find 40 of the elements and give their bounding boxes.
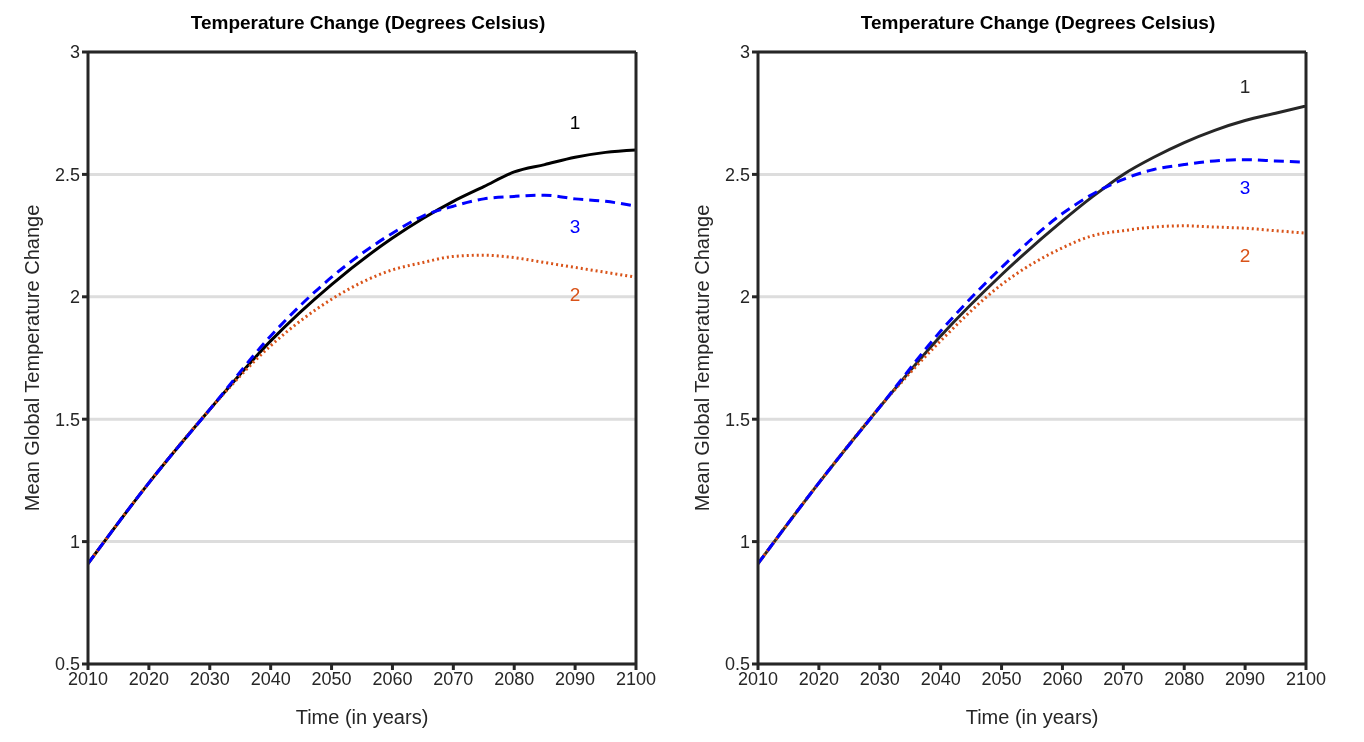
series-label: 3: [1239, 176, 1251, 198]
x-tick-label: 2070: [1103, 668, 1144, 689]
x-axis-title: Time (in years): [295, 706, 429, 728]
x-tick-label: 2090: [1225, 668, 1266, 689]
series-label: 3: [569, 215, 581, 237]
x-tick-label: 2070: [433, 668, 474, 689]
x-tick-label: 2060: [372, 668, 413, 689]
y-tick-label: 3: [69, 42, 80, 63]
x-tick-label: 2080: [494, 668, 535, 689]
y-tick-label: 1: [739, 531, 750, 552]
x-tick-label: 2050: [981, 668, 1022, 689]
y-tick-label: 1: [69, 531, 80, 552]
y-axis-title: Mean Global Temperature Change: [691, 204, 714, 512]
x-tick-label: 2040: [250, 668, 291, 689]
y-tick-label: 2: [739, 287, 750, 308]
series-label: 2: [1239, 245, 1251, 267]
x-tick-label: 2020: [128, 668, 169, 689]
y-tick-label: 1.5: [724, 409, 750, 430]
series-label: 1: [569, 112, 581, 134]
x-tick-label: 2090: [555, 668, 596, 689]
x-tick-label: 2030: [189, 668, 230, 689]
x-tick-label: 2050: [311, 668, 352, 689]
x-tick-label: 2100: [1285, 668, 1327, 689]
series-label: 1: [1239, 75, 1251, 97]
y-tick-label: 2.5: [724, 164, 750, 185]
x-tick-label: 2020: [798, 668, 839, 689]
y-tick-label: 2: [69, 287, 80, 308]
y-tick-label: 2.5: [54, 164, 80, 185]
x-tick-label: 2040: [920, 668, 961, 689]
y-tick-label: 1.5: [54, 409, 80, 430]
chart-title: Temperature Change (Degrees Celsius): [859, 11, 1217, 35]
y-tick-label: 3: [739, 42, 750, 63]
x-axis-title: Time (in years): [965, 706, 1099, 728]
x-tick-label: 2080: [1164, 668, 1205, 689]
x-tick-label: 2060: [1042, 668, 1083, 689]
series-label: 2: [569, 284, 581, 306]
x-tick-label: 2100: [615, 668, 657, 689]
x-tick-label: 2030: [859, 668, 900, 689]
y-axis-title: Mean Global Temperature Change: [21, 204, 44, 512]
chart-title: Temperature Change (Degrees Celsius): [189, 11, 547, 35]
